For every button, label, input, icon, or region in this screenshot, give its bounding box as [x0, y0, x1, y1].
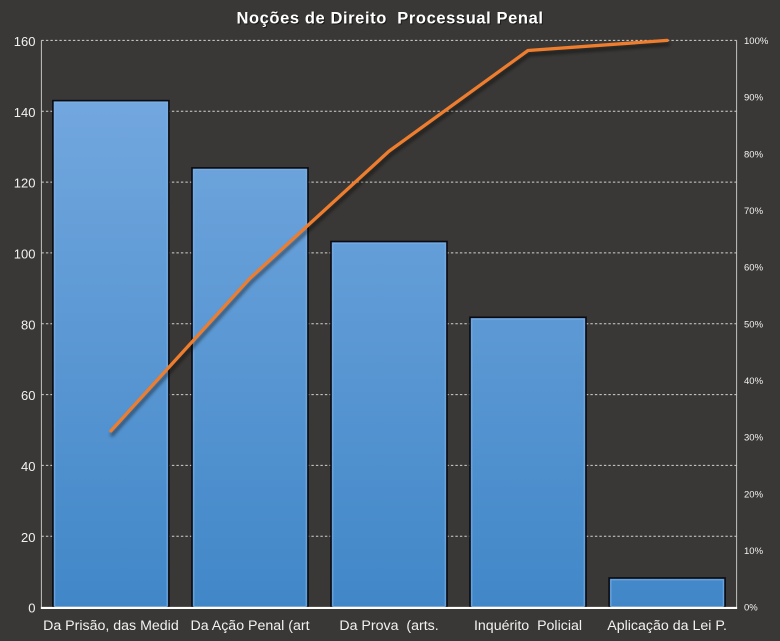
- svg-text:100: 100: [14, 247, 36, 262]
- svg-text:40: 40: [21, 459, 35, 474]
- svg-text:80%: 80%: [744, 149, 764, 160]
- svg-text:20: 20: [21, 530, 35, 545]
- svg-text:Aplicação da Lei P.: Aplicação da Lei P.: [607, 618, 727, 634]
- svg-text:10%: 10%: [744, 546, 764, 557]
- svg-text:80: 80: [21, 317, 35, 332]
- svg-text:30%: 30%: [744, 433, 764, 444]
- svg-text:60%: 60%: [744, 263, 764, 274]
- svg-text:50%: 50%: [744, 319, 764, 330]
- svg-text:140: 140: [14, 105, 36, 120]
- svg-text:Noções de Direito Processual: Noções de Direito Processual Penal: [236, 10, 543, 28]
- svg-text:0: 0: [28, 601, 35, 616]
- svg-text:0%: 0%: [744, 603, 758, 614]
- svg-text:160: 160: [14, 34, 36, 49]
- svg-text:70%: 70%: [744, 206, 764, 217]
- svg-text:120: 120: [14, 176, 36, 191]
- svg-text:Noções de Direito Processual: Noções de Direito Processual Penal: [237, 11, 544, 29]
- svg-text:100%: 100%: [744, 36, 769, 47]
- svg-text:60: 60: [21, 388, 35, 403]
- svg-text:Inquérito Policial: Inquérito Policial: [474, 618, 582, 634]
- svg-text:Da Ação Penal (art: Da Ação Penal (art: [190, 618, 309, 634]
- svg-text:40%: 40%: [744, 376, 764, 387]
- svg-text:20%: 20%: [744, 489, 764, 500]
- svg-text:Da Prova (arts.: Da Prova (arts.: [339, 618, 438, 634]
- svg-text:Da Prisão, das Medid: Da Prisão, das Medid: [43, 618, 179, 634]
- svg-text:90%: 90%: [744, 93, 764, 104]
